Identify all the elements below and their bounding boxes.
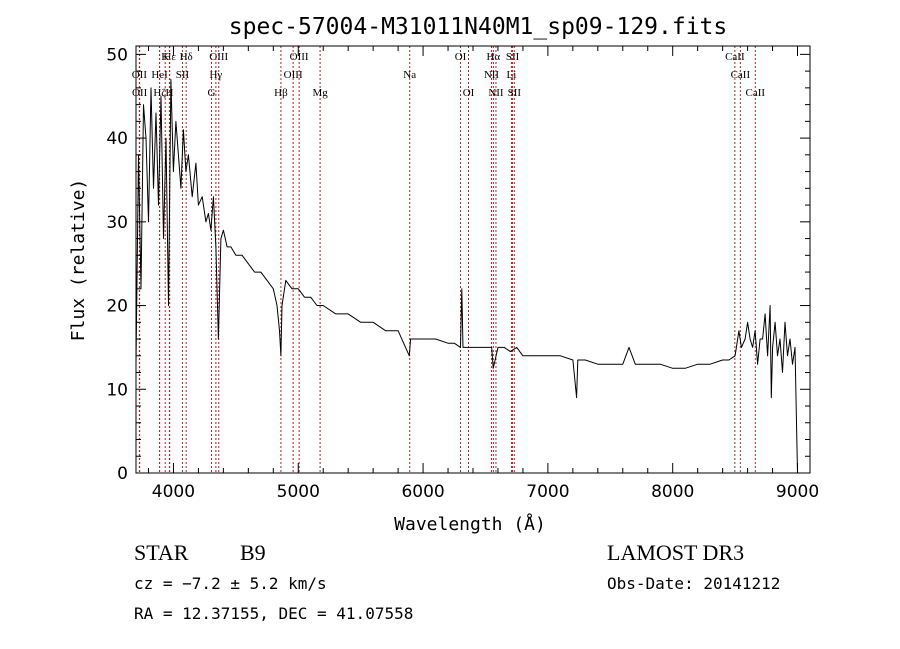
line-label-5: OI [455, 51, 467, 63]
line-label-2: Hδ [180, 51, 193, 63]
line-label-22: Hβ [274, 87, 288, 99]
x-tick-label-3: 7000 [526, 482, 569, 502]
x-tick-label-2: 6000 [401, 482, 444, 502]
survey-name: LAMOST DR3 [607, 540, 745, 565]
plot-frame [135, 45, 811, 474]
y-tick-label-2: 20 [106, 297, 128, 317]
object-class: STAR [134, 540, 189, 565]
chart-title: spec-57004-M31011N40M1_sp09-129.fits [229, 14, 728, 40]
line-label-4: OIII [290, 51, 309, 63]
line-label-14: Na [403, 69, 416, 81]
x-tick-label-4: 8000 [651, 482, 694, 502]
line-label-13: OIII [284, 69, 303, 81]
object-subclass: B9 [240, 540, 266, 565]
y-tick-label-1: 10 [106, 380, 128, 400]
y-tick-label-0: 0 [117, 464, 128, 484]
line-label-20: H [165, 87, 173, 99]
y-tick-label-4: 40 [106, 129, 128, 149]
x-axis-label: Wavelength (Å) [394, 513, 546, 535]
observation-date: Obs-Date: 20141212 [607, 574, 781, 593]
line-label-6: Hα [486, 51, 500, 63]
y-tick-label-5: 50 [106, 45, 128, 65]
line-label-19: Hζ [153, 87, 166, 99]
line-label-17: CaII [731, 69, 751, 81]
y-axis-label: Flux (relative) [68, 179, 89, 342]
line-label-1: K [161, 51, 169, 63]
redshift-velocity: cz = −7.2 ± 5.2 km/s [134, 574, 327, 593]
line-label-23: Mg [312, 87, 328, 99]
line-label-18: OII [132, 87, 148, 99]
line-label-25: NII [488, 87, 504, 99]
line-label-8: CaII [725, 51, 745, 63]
line-label-11: SII [176, 69, 190, 81]
line-label-12: Hγ [209, 69, 222, 81]
line-label-7: SII [506, 51, 520, 63]
line-label-27: CaII [746, 87, 766, 99]
x-tick-label-0: 4000 [152, 482, 195, 502]
line-label-21: G [208, 87, 216, 99]
line-label-26: SII [508, 87, 522, 99]
line-label-3: OIII [209, 51, 228, 63]
line-label-16: Li [507, 69, 517, 81]
line-label-15: NII [484, 69, 500, 81]
line-label-24: OI [463, 87, 475, 99]
spectrum-line [135, 79, 798, 474]
x-tick-label-5: 9000 [776, 482, 819, 502]
coordinates: RA = 12.37155, DEC = 41.07558 [134, 604, 414, 623]
x-tick-label-1: 5000 [277, 482, 320, 502]
y-tick-label-3: 30 [106, 213, 128, 233]
